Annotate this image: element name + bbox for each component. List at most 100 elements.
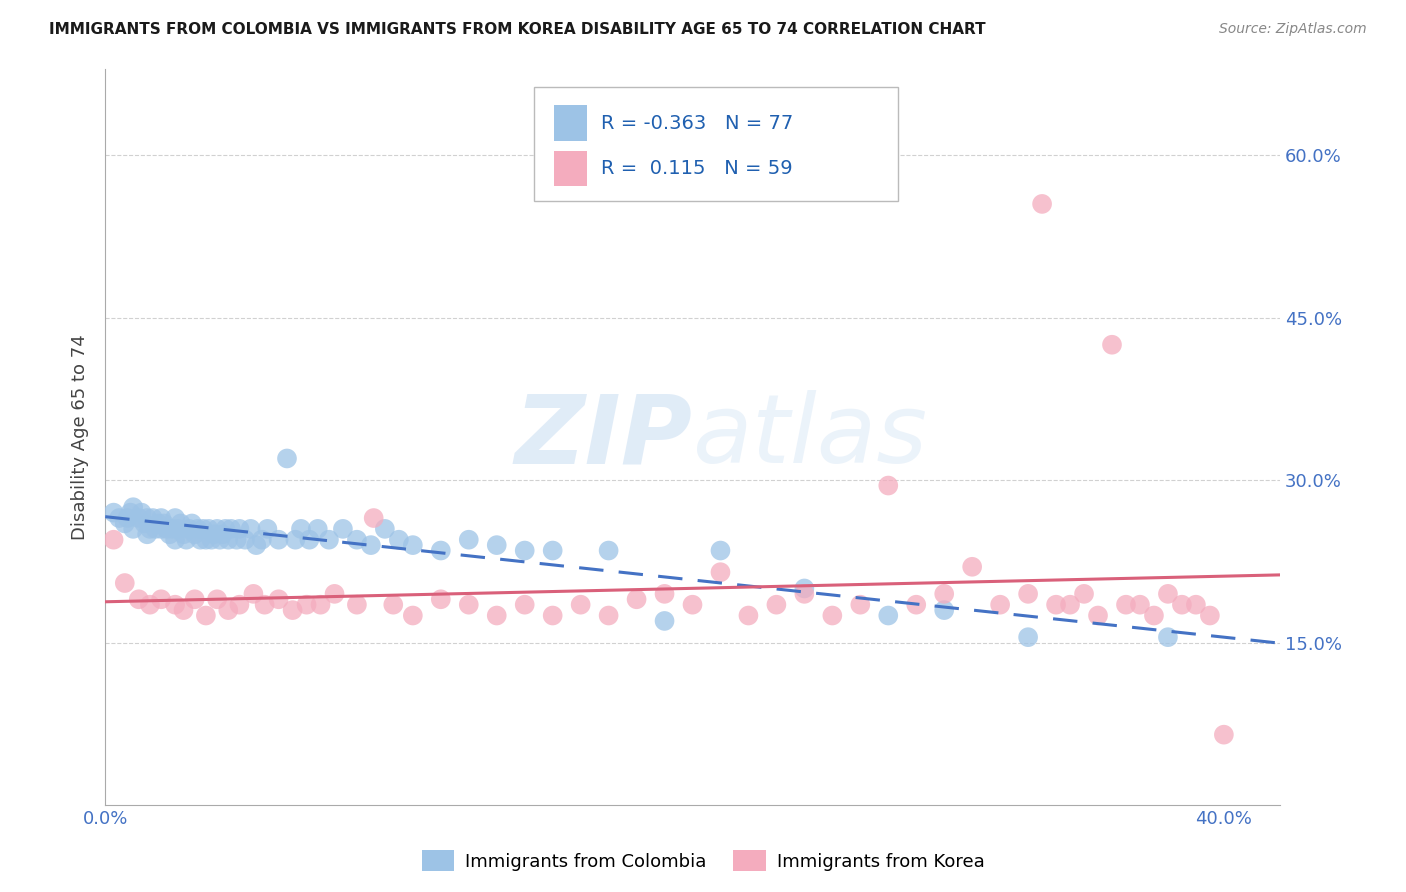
- Point: [186, 522, 208, 536]
- Point: [1115, 598, 1137, 612]
- Point: [170, 516, 193, 531]
- Point: [346, 533, 368, 547]
- Point: [176, 533, 198, 547]
- Point: [103, 506, 125, 520]
- Point: [877, 478, 900, 492]
- Point: [1031, 197, 1053, 211]
- Point: [513, 598, 536, 612]
- Point: [217, 533, 239, 547]
- Point: [183, 592, 205, 607]
- Point: [194, 608, 217, 623]
- Point: [150, 511, 173, 525]
- Point: [173, 527, 195, 541]
- Point: [165, 511, 187, 525]
- Point: [1129, 598, 1152, 612]
- Point: [128, 592, 150, 607]
- Point: [709, 543, 731, 558]
- Point: [709, 565, 731, 579]
- Point: [250, 533, 273, 547]
- Point: [1199, 608, 1222, 623]
- Point: [131, 506, 153, 520]
- Point: [284, 533, 307, 547]
- Point: [654, 614, 676, 628]
- Point: [485, 538, 508, 552]
- Point: [1143, 608, 1166, 623]
- Point: [960, 559, 983, 574]
- Point: [821, 608, 844, 623]
- Point: [934, 587, 956, 601]
- Point: [205, 592, 228, 607]
- Point: [219, 522, 242, 536]
- FancyBboxPatch shape: [534, 87, 898, 201]
- Point: [541, 543, 564, 558]
- Point: [905, 598, 928, 612]
- Point: [849, 598, 872, 612]
- Point: [430, 592, 453, 607]
- Point: [114, 516, 136, 531]
- Point: [173, 603, 195, 617]
- Text: Source: ZipAtlas.com: Source: ZipAtlas.com: [1219, 22, 1367, 37]
- Point: [988, 598, 1011, 612]
- Point: [150, 522, 173, 536]
- Point: [1045, 598, 1067, 612]
- Point: [108, 511, 131, 525]
- Point: [598, 608, 620, 623]
- Point: [120, 506, 142, 520]
- Point: [598, 543, 620, 558]
- Point: [457, 598, 479, 612]
- Point: [228, 598, 250, 612]
- Point: [402, 538, 425, 552]
- Text: IMMIGRANTS FROM COLOMBIA VS IMMIGRANTS FROM KOREA DISABILITY AGE 65 TO 74 CORREL: IMMIGRANTS FROM COLOMBIA VS IMMIGRANTS F…: [49, 22, 986, 37]
- Point: [200, 533, 222, 547]
- Point: [1017, 630, 1039, 644]
- Point: [156, 522, 179, 536]
- Point: [737, 608, 759, 623]
- Point: [323, 587, 346, 601]
- Point: [765, 598, 787, 612]
- Point: [159, 527, 181, 541]
- Point: [122, 500, 145, 515]
- Point: [267, 533, 290, 547]
- Point: [242, 587, 264, 601]
- Point: [457, 533, 479, 547]
- Point: [402, 608, 425, 623]
- Point: [1157, 587, 1180, 601]
- Point: [1157, 630, 1180, 644]
- Point: [145, 522, 167, 536]
- FancyBboxPatch shape: [554, 105, 586, 141]
- Point: [485, 608, 508, 623]
- Point: [1185, 598, 1208, 612]
- Text: R = -0.363   N = 77: R = -0.363 N = 77: [600, 113, 793, 133]
- Point: [128, 511, 150, 525]
- Point: [307, 522, 329, 536]
- Point: [1212, 728, 1234, 742]
- Point: [197, 522, 219, 536]
- Point: [1059, 598, 1081, 612]
- Point: [134, 516, 156, 531]
- Point: [150, 592, 173, 607]
- Point: [276, 451, 298, 466]
- Point: [139, 598, 162, 612]
- Point: [114, 576, 136, 591]
- Point: [225, 533, 247, 547]
- Point: [1073, 587, 1095, 601]
- Point: [256, 522, 278, 536]
- Point: [180, 516, 202, 531]
- Text: ZIP: ZIP: [515, 391, 693, 483]
- Point: [194, 533, 217, 547]
- Legend: Immigrants from Colombia, Immigrants from Korea: Immigrants from Colombia, Immigrants fro…: [415, 843, 991, 879]
- Point: [217, 603, 239, 617]
- Point: [103, 533, 125, 547]
- Point: [374, 522, 396, 536]
- Point: [188, 533, 211, 547]
- Point: [136, 527, 159, 541]
- Point: [1171, 598, 1194, 612]
- Point: [179, 522, 201, 536]
- Point: [513, 543, 536, 558]
- Point: [253, 598, 276, 612]
- Point: [1101, 337, 1123, 351]
- Point: [239, 522, 262, 536]
- Point: [153, 516, 176, 531]
- Point: [793, 582, 815, 596]
- Text: atlas: atlas: [693, 391, 928, 483]
